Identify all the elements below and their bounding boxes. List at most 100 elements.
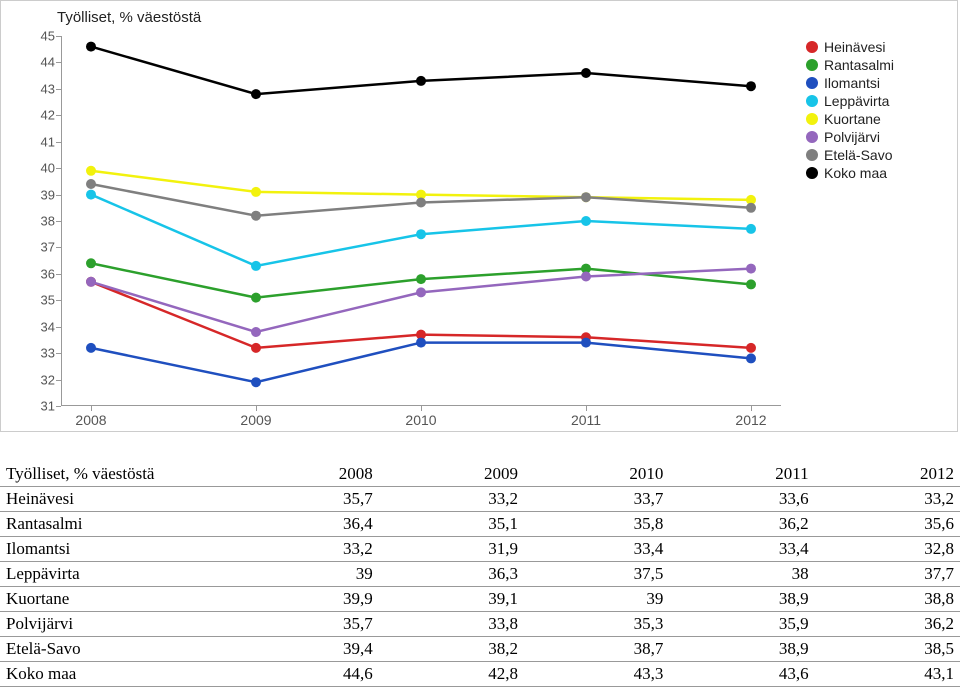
data-table: Työlliset, % väestöstä200820092010201120… (0, 462, 960, 687)
series-marker (416, 198, 426, 208)
series-marker (251, 261, 261, 271)
table-cell: 39,1 (379, 587, 524, 612)
series-marker (746, 279, 756, 289)
table-cell: 38,2 (379, 637, 524, 662)
series-marker (416, 274, 426, 284)
y-tick-mark (56, 327, 61, 328)
table-cell: 39,4 (233, 637, 378, 662)
table-cell: 38,9 (669, 587, 814, 612)
series-marker (251, 377, 261, 387)
x-tick-mark (586, 406, 587, 411)
series-marker (746, 264, 756, 274)
table-row: Leppävirta3936,337,53837,7 (0, 562, 960, 587)
table-cell: 35,3 (524, 612, 669, 637)
y-tick-mark (56, 36, 61, 37)
table-row-label: Heinävesi (0, 487, 233, 512)
y-tick-label: 45 (41, 29, 55, 44)
table-row: Ilomantsi33,231,933,433,432,8 (0, 537, 960, 562)
series-marker (581, 68, 591, 78)
table-row-label: Polvijärvi (0, 612, 233, 637)
table-cell: 36,2 (815, 612, 960, 637)
table-cell: 31,9 (379, 537, 524, 562)
table-cell: 36,2 (669, 512, 814, 537)
series-marker (251, 89, 261, 99)
y-tick-label: 41 (41, 134, 55, 149)
y-tick-label: 40 (41, 161, 55, 176)
legend-label: Heinävesi (824, 39, 885, 55)
legend-item: Etelä-Savo (806, 147, 894, 163)
series-marker (251, 293, 261, 303)
legend-color-icon (806, 149, 818, 161)
table-cell: 35,8 (524, 512, 669, 537)
table-cell: 32,8 (815, 537, 960, 562)
table-cell: 33,2 (233, 537, 378, 562)
y-tick-mark (56, 195, 61, 196)
plot-area: 3132333435363738394041424344452008200920… (61, 36, 781, 406)
table-cell: 35,9 (669, 612, 814, 637)
legend-label: Polvijärvi (824, 129, 880, 145)
series-line (91, 47, 751, 95)
x-tick-label: 2010 (405, 412, 436, 428)
table-cell: 38,8 (815, 587, 960, 612)
legend-label: Kuortane (824, 111, 881, 127)
series-marker (746, 81, 756, 91)
legend-color-icon (806, 41, 818, 53)
y-tick-mark (56, 380, 61, 381)
legend-label: Ilomantsi (824, 75, 880, 91)
y-tick-label: 34 (41, 319, 55, 334)
table-column-header: 2012 (815, 462, 960, 487)
legend-item: Polvijärvi (806, 129, 894, 145)
table-cell: 33,8 (379, 612, 524, 637)
y-tick-mark (56, 221, 61, 222)
table-row-label: Kuortane (0, 587, 233, 612)
x-tick-label: 2009 (240, 412, 271, 428)
table-row-label: Ilomantsi (0, 537, 233, 562)
series-marker (86, 190, 96, 200)
y-tick-mark (56, 89, 61, 90)
y-tick-label: 33 (41, 346, 55, 361)
y-tick-mark (56, 247, 61, 248)
y-tick-mark (56, 274, 61, 275)
y-tick-label: 32 (41, 372, 55, 387)
y-tick-mark (56, 353, 61, 354)
y-tick-label: 44 (41, 55, 55, 70)
legend-item: Rantasalmi (806, 57, 894, 73)
table-cell: 37,7 (815, 562, 960, 587)
legend: Heinävesi Rantasalmi Ilomantsi Leppävirta Ku… (806, 39, 894, 183)
x-tick-mark (91, 406, 92, 411)
series-marker (86, 258, 96, 268)
table-cell: 37,5 (524, 562, 669, 587)
series-marker (251, 211, 261, 221)
series-marker (581, 338, 591, 348)
table-cell: 36,4 (233, 512, 378, 537)
y-tick-mark (56, 406, 61, 407)
legend-label: Leppävirta (824, 93, 889, 109)
table-cell: 36,3 (379, 562, 524, 587)
series-marker (86, 179, 96, 189)
y-tick-mark (56, 62, 61, 63)
table-row: Rantasalmi36,435,135,836,235,6 (0, 512, 960, 537)
table-cell: 33,6 (669, 487, 814, 512)
legend-item: Koko maa (806, 165, 894, 181)
y-tick-mark (56, 142, 61, 143)
table-row-label: Etelä-Savo (0, 637, 233, 662)
x-tick-label: 2008 (75, 412, 106, 428)
y-tick-label: 38 (41, 214, 55, 229)
y-tick-label: 36 (41, 266, 55, 281)
table-row-label: Rantasalmi (0, 512, 233, 537)
table-column-header: 2010 (524, 462, 669, 487)
x-tick-mark (421, 406, 422, 411)
table-row: Heinävesi35,733,233,733,633,2 (0, 487, 960, 512)
table-cell: 35,7 (233, 612, 378, 637)
table-column-header: 2009 (379, 462, 524, 487)
table-cell: 33,7 (524, 487, 669, 512)
chart-svg (61, 36, 781, 406)
legend-item: Kuortane (806, 111, 894, 127)
table-cell: 33,2 (815, 487, 960, 512)
series-marker (581, 272, 591, 282)
table-cell: 33,2 (379, 487, 524, 512)
x-tick-mark (751, 406, 752, 411)
series-marker (581, 216, 591, 226)
table-column-header: 2011 (669, 462, 814, 487)
series-marker (416, 287, 426, 297)
